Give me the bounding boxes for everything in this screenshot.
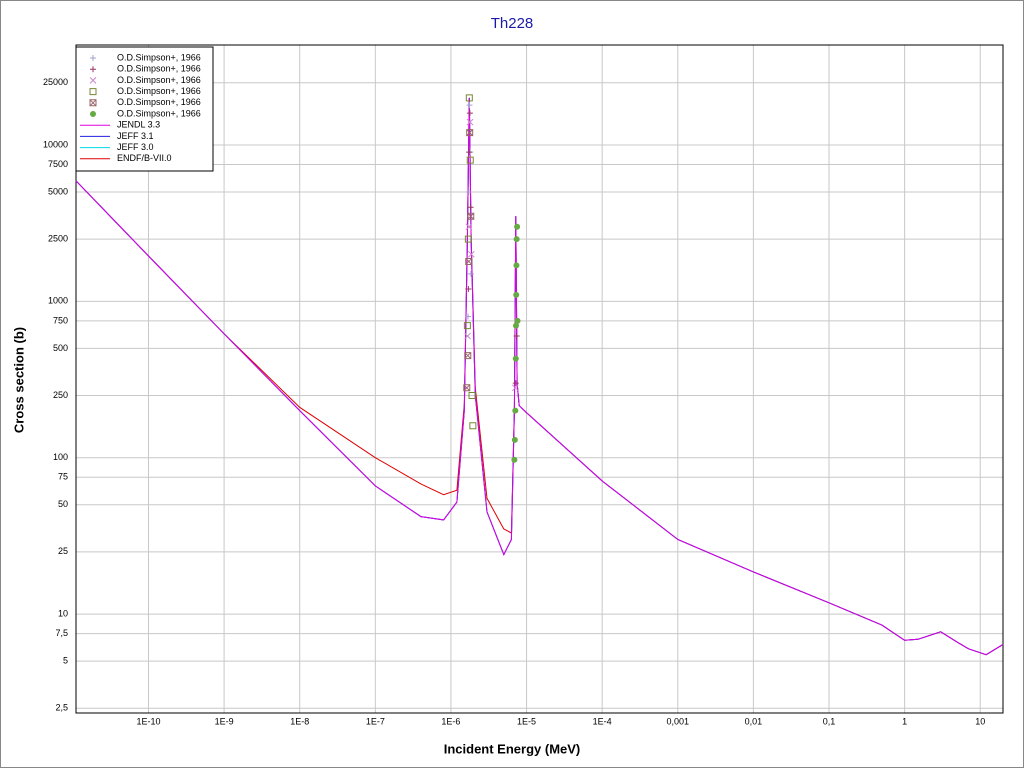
y-tick-label: 750 bbox=[53, 315, 68, 325]
y-tick-label: 75 bbox=[58, 472, 68, 482]
data-point bbox=[464, 352, 472, 360]
x-tick-label: 1E-7 bbox=[366, 716, 385, 726]
y-tick-label: 5 bbox=[63, 656, 68, 666]
y-tick-label: 10 bbox=[58, 608, 68, 618]
y-tick-label: 10000 bbox=[43, 139, 68, 149]
x-tick-label: 1E-8 bbox=[290, 716, 309, 726]
legend-label: JEFF 3.1 bbox=[117, 131, 154, 141]
legend-label: JENDL 3.3 bbox=[117, 120, 160, 130]
data-point bbox=[511, 456, 518, 463]
y-tick-label: 500 bbox=[53, 343, 68, 353]
data-point bbox=[464, 313, 471, 320]
data-point bbox=[465, 285, 472, 292]
data-point bbox=[469, 422, 477, 430]
data-point bbox=[512, 407, 519, 414]
x-tick-label: 1E-9 bbox=[215, 716, 234, 726]
legend-label: O.D.Simpson+, 1966 bbox=[117, 64, 201, 74]
data-point bbox=[467, 212, 475, 220]
y-tick-label: 50 bbox=[58, 499, 68, 509]
x-tick-label: 1E-10 bbox=[136, 716, 160, 726]
x-tick-label: 1 bbox=[902, 716, 907, 726]
data-point bbox=[468, 391, 476, 399]
data-point bbox=[514, 317, 521, 324]
legend-marker bbox=[90, 55, 96, 61]
x-tick-label: 10 bbox=[975, 716, 985, 726]
legend-label: O.D.Simpson+, 1966 bbox=[117, 52, 201, 62]
legend-marker bbox=[90, 66, 96, 73]
x-tick-label: 1E-6 bbox=[441, 716, 460, 726]
legend-label: O.D.Simpson+, 1966 bbox=[117, 97, 201, 107]
data-point bbox=[465, 257, 473, 265]
y-tick-label: 5000 bbox=[48, 186, 68, 196]
x-tick-label: 0,01 bbox=[745, 716, 763, 726]
plot-border bbox=[75, 44, 1004, 714]
legend-marker bbox=[90, 111, 96, 117]
data-point bbox=[464, 235, 472, 243]
data-point bbox=[466, 110, 473, 117]
data-point bbox=[513, 291, 520, 298]
y-tick-label: 7,5 bbox=[55, 628, 68, 638]
data-point bbox=[465, 223, 473, 231]
data-point bbox=[511, 384, 519, 392]
legend-label: O.D.Simpson+, 1966 bbox=[117, 108, 201, 118]
data-point bbox=[512, 322, 519, 329]
y-tick-label: 250 bbox=[53, 390, 68, 400]
data-point bbox=[511, 436, 518, 443]
data-point bbox=[466, 129, 474, 137]
legend-label: ENDF/B-VII.0 bbox=[117, 153, 172, 163]
y-tick-label: 25000 bbox=[43, 77, 68, 87]
data-point bbox=[467, 270, 474, 277]
x-tick-label: 0,1 bbox=[823, 716, 836, 726]
x-tick-label: 0,001 bbox=[667, 716, 690, 726]
data-point bbox=[466, 149, 473, 156]
legend-marker bbox=[89, 77, 97, 84]
data-point bbox=[512, 355, 519, 362]
data-point bbox=[466, 156, 474, 164]
data-point bbox=[513, 236, 520, 243]
data-point bbox=[464, 332, 471, 340]
data-point bbox=[513, 333, 520, 340]
data-point bbox=[463, 384, 471, 392]
x-axis-label: Incident Energy (MeV) bbox=[444, 741, 581, 756]
data-point bbox=[512, 380, 519, 387]
data-point bbox=[465, 94, 473, 102]
legend-box bbox=[75, 46, 214, 172]
data-point bbox=[513, 262, 520, 269]
data-point bbox=[463, 322, 471, 330]
y-tick-label: 2500 bbox=[48, 234, 68, 244]
y-tick-label: 1000 bbox=[48, 296, 68, 306]
chart-title: Th228 bbox=[491, 15, 534, 32]
legend-label: O.D.Simpson+, 1966 bbox=[117, 75, 201, 85]
legend-label: JEFF 3.0 bbox=[117, 142, 154, 152]
legend-marker bbox=[89, 88, 97, 96]
legend-marker bbox=[89, 99, 97, 107]
y-tick-label: 25 bbox=[58, 546, 68, 556]
y-tick-label: 7500 bbox=[48, 159, 68, 169]
data-point bbox=[467, 250, 475, 258]
data-point bbox=[466, 118, 474, 126]
data-point bbox=[467, 204, 474, 211]
legend-label: O.D.Simpson+, 1966 bbox=[117, 86, 201, 96]
data-point bbox=[465, 189, 472, 196]
y-axis-label: Cross section (b) bbox=[11, 327, 26, 433]
data-point bbox=[466, 102, 473, 109]
y-tick-label: 2,5 bbox=[55, 703, 68, 713]
data-point bbox=[514, 223, 521, 230]
y-tick-label: 100 bbox=[53, 452, 68, 462]
x-tick-label: 1E-5 bbox=[517, 716, 536, 726]
x-tick-label: 1E-4 bbox=[593, 716, 612, 726]
